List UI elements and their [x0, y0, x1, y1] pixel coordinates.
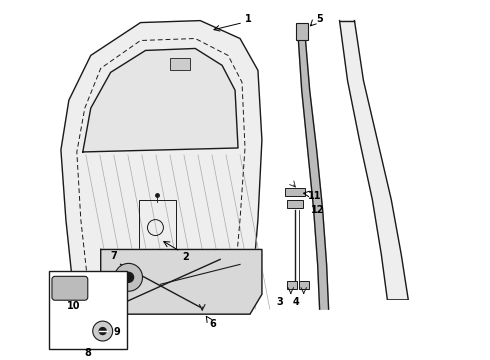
- Bar: [285, 188, 305, 196]
- Text: 10: 10: [67, 301, 80, 311]
- Text: 9: 9: [113, 327, 120, 337]
- Circle shape: [93, 321, 113, 341]
- Text: 11: 11: [308, 191, 321, 201]
- Bar: [287, 281, 297, 289]
- Polygon shape: [101, 249, 262, 314]
- Text: 7: 7: [110, 251, 117, 261]
- Text: 5: 5: [316, 14, 323, 24]
- Text: 4: 4: [293, 297, 299, 307]
- Text: 8: 8: [84, 348, 91, 358]
- Polygon shape: [61, 21, 262, 314]
- Polygon shape: [340, 21, 408, 299]
- Circle shape: [115, 264, 143, 291]
- Bar: [171, 58, 190, 70]
- Text: 2: 2: [182, 252, 189, 262]
- Bar: [139, 200, 176, 249]
- Text: 1: 1: [245, 14, 251, 24]
- Circle shape: [123, 273, 134, 282]
- Polygon shape: [83, 49, 238, 152]
- FancyBboxPatch shape: [52, 276, 88, 300]
- Bar: [296, 23, 308, 40]
- Text: 12: 12: [311, 205, 324, 215]
- Bar: [299, 281, 309, 289]
- Bar: [287, 200, 303, 208]
- Bar: [49, 271, 126, 349]
- Text: 3: 3: [276, 297, 283, 307]
- Circle shape: [99, 328, 106, 334]
- Polygon shape: [298, 31, 329, 309]
- Text: 6: 6: [210, 319, 217, 329]
